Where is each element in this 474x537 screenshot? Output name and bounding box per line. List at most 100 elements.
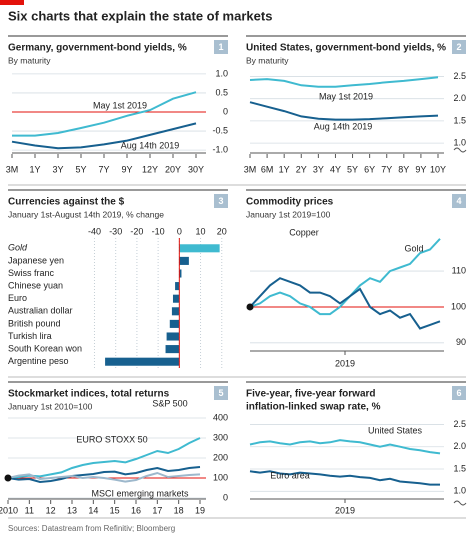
series-line bbox=[249, 238, 441, 316]
series-label: Euro area bbox=[270, 470, 310, 480]
x-tick-label: 7Y bbox=[381, 164, 392, 174]
badge bbox=[452, 40, 466, 54]
bar bbox=[172, 294, 180, 303]
category-label: South Korean won bbox=[8, 343, 82, 353]
y-tick-label: 90 bbox=[456, 337, 466, 347]
series-label: Aug 14th 2019 bbox=[121, 140, 180, 150]
y-tick-label: 110 bbox=[452, 265, 466, 275]
base-dot bbox=[4, 474, 12, 482]
series-line bbox=[249, 470, 440, 486]
x-tick-label: -10 bbox=[152, 226, 165, 236]
x-tick-label: 9Y bbox=[415, 164, 426, 174]
series-line bbox=[7, 466, 201, 484]
category-label: Japanese yen bbox=[8, 255, 64, 265]
y-tick-label: 300 bbox=[213, 432, 228, 442]
x-axis-label: 2019 bbox=[335, 505, 355, 515]
x-tick-label: 15 bbox=[110, 505, 120, 515]
bar bbox=[179, 256, 189, 265]
y-tick-label: 1.0 bbox=[453, 486, 466, 496]
y-tick-label: 2.5 bbox=[453, 71, 466, 81]
bar bbox=[179, 269, 182, 278]
category-label: British pound bbox=[8, 318, 61, 328]
x-tick-label: 6M bbox=[261, 164, 274, 174]
panel-title: Commodity prices bbox=[246, 197, 334, 208]
x-tick-label: 5Y bbox=[347, 164, 358, 174]
y-tick-label: 2.0 bbox=[453, 93, 466, 103]
x-tick-label: 16 bbox=[131, 505, 141, 515]
series-line bbox=[249, 76, 439, 88]
x-tick-label: 14 bbox=[88, 505, 98, 515]
y-tick-label: 1.0 bbox=[215, 68, 228, 78]
category-label: Australian dollar bbox=[8, 306, 73, 316]
x-tick-label: 17 bbox=[152, 505, 162, 515]
series-line bbox=[249, 101, 439, 121]
x-tick-label: 10 bbox=[196, 226, 206, 236]
panel-title: Five-year, five-year forward bbox=[246, 389, 376, 400]
page-title: Six charts that explain the state of mar… bbox=[8, 8, 272, 23]
bar bbox=[165, 345, 180, 354]
x-tick-label: 2010 bbox=[0, 505, 18, 515]
bar bbox=[171, 307, 180, 316]
x-tick-label: 7Y bbox=[98, 164, 109, 174]
x-tick-label: 18 bbox=[174, 505, 184, 515]
x-tick-label: 19 bbox=[195, 505, 205, 515]
y-tick-label: 100 bbox=[451, 301, 466, 311]
series-label: May 1st 2019 bbox=[93, 100, 147, 110]
x-tick-label: 3Y bbox=[52, 164, 63, 174]
base-dot bbox=[246, 303, 254, 311]
y-tick-label: 1.0 bbox=[453, 137, 466, 147]
x-tick-label: 30Y bbox=[188, 164, 204, 174]
y-tick-label: 100 bbox=[213, 472, 228, 482]
x-tick-label: 12 bbox=[46, 505, 56, 515]
category-label: Argentine peso bbox=[8, 356, 69, 366]
axis-break bbox=[453, 147, 467, 153]
x-tick-label: -40 bbox=[88, 226, 101, 236]
x-tick-label: 20Y bbox=[165, 164, 181, 174]
series-label: EURO STOXX 50 bbox=[76, 434, 147, 444]
panel-subtitle: By maturity bbox=[246, 55, 289, 65]
series-line bbox=[7, 437, 201, 479]
source: Sources: Datastream from Refinitiv; Bloo… bbox=[8, 524, 175, 533]
x-tick-label: 5Y bbox=[75, 164, 86, 174]
y-tick-label: 2.0 bbox=[453, 441, 466, 451]
x-tick-label: 8Y bbox=[398, 164, 409, 174]
x-tick-label: 11 bbox=[25, 505, 34, 515]
panel-title: inflation-linked swap rate, % bbox=[246, 402, 381, 413]
y-tick-label: 1.5 bbox=[453, 115, 466, 125]
x-tick-label: 1Y bbox=[279, 164, 290, 174]
x-tick-label: -30 bbox=[109, 226, 122, 236]
x-tick-label: 6Y bbox=[364, 164, 375, 174]
badge bbox=[214, 386, 228, 400]
x-tick-label: 4Y bbox=[330, 164, 341, 174]
x-tick-label: 12Y bbox=[142, 164, 158, 174]
y-tick-label: -0.5 bbox=[212, 125, 228, 135]
badge-number: 2 bbox=[456, 42, 461, 52]
y-tick-label: 400 bbox=[213, 412, 228, 422]
x-tick-label: 20 bbox=[217, 226, 227, 236]
category-label: Chinese yuan bbox=[8, 280, 63, 290]
badge-number: 5 bbox=[218, 388, 223, 398]
bar bbox=[166, 332, 180, 341]
panel-title: Currencies against the $ bbox=[8, 197, 125, 208]
series-label: Aug 14th 2019 bbox=[314, 121, 373, 131]
series-label: United States bbox=[368, 425, 423, 435]
x-tick-label: 3Y bbox=[313, 164, 324, 174]
badge-number: 1 bbox=[218, 42, 223, 52]
badge bbox=[452, 386, 466, 400]
badge-number: 6 bbox=[456, 388, 461, 398]
panel-title: Stockmarket indices, total returns bbox=[8, 389, 170, 400]
series-line bbox=[11, 122, 197, 150]
y-tick-label: 0 bbox=[223, 492, 228, 502]
panel-subtitle: By maturity bbox=[8, 55, 51, 65]
x-axis-label: 2019 bbox=[335, 358, 355, 368]
bar bbox=[169, 319, 180, 328]
bar bbox=[175, 282, 180, 291]
series-line bbox=[12, 91, 197, 137]
bar bbox=[105, 357, 180, 366]
series-label: MSCI emerging markets bbox=[91, 488, 189, 498]
x-tick-label: -20 bbox=[130, 226, 143, 236]
badge bbox=[214, 194, 228, 208]
axis-break bbox=[453, 500, 467, 506]
